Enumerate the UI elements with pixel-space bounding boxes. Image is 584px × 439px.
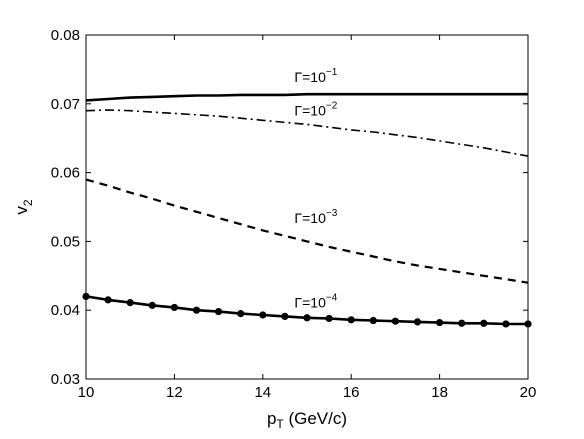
y-tick-label-0: 0.03 (51, 371, 80, 388)
series-line-1 (85, 92, 528, 102)
y-tick-label-4: 0.07 (51, 96, 80, 113)
series-4-point-17 (458, 319, 466, 327)
svg-text:v2: v2 (12, 199, 35, 215)
series-4-point-18 (480, 319, 488, 327)
series-label-2: Γ=10−2 (294, 100, 337, 118)
axis-ticks: 10 12 14 16 18 20 0.03 0.04 0.05 0.06 0.07 0.08 (51, 27, 537, 401)
y-tick-label-5: 0.08 (51, 27, 80, 44)
series-labels: Γ=10−1 Γ=10−2 Γ=10−3 Γ=10−4 (294, 67, 337, 311)
y-axis-label: v2 (12, 199, 35, 215)
series-4-point-2 (126, 299, 134, 307)
y-tick-label-2: 0.05 (51, 233, 80, 250)
plot-marks (82, 92, 532, 328)
series-line-3 (85, 178, 529, 284)
series-4-point-5 (192, 306, 201, 314)
series-4-point-3 (148, 301, 156, 309)
series-4-point-15 (413, 318, 422, 326)
y-tick-label-3: 0.06 (51, 165, 80, 182)
series-4-point-13 (369, 316, 377, 325)
series-label-4: Γ=10−4 (294, 292, 337, 310)
plot-frame (85, 34, 529, 380)
y-tick-label-1: 0.04 (51, 302, 80, 319)
series-4-point-10 (303, 314, 311, 322)
series-label-1: Γ=10−1 (294, 67, 337, 85)
x-tick-label-0: 10 (78, 384, 95, 401)
x-tick-label-5: 20 (520, 384, 537, 401)
x-axis-label: pT (GeV/c) (267, 409, 347, 431)
x-tick-label-4: 18 (431, 384, 448, 401)
series-4-point-7 (237, 310, 245, 318)
series-4-point-8 (259, 311, 267, 319)
series-4-point-9 (281, 312, 289, 320)
series-4-point-6 (215, 307, 223, 316)
series-label-3: Γ=10−3 (294, 208, 337, 226)
series-4-point-1 (104, 296, 112, 304)
x-tick-label-2: 14 (254, 384, 271, 401)
series-4-point-12 (347, 316, 355, 324)
series-4-point-14 (391, 317, 399, 325)
series-4-point-16 (436, 318, 444, 327)
x-tick-label-1: 12 (166, 384, 183, 401)
series-4-point-19 (502, 320, 510, 328)
series-4-point-4 (170, 303, 178, 312)
x-tick-label-3: 16 (343, 384, 360, 401)
series-4-point-11 (325, 314, 333, 323)
